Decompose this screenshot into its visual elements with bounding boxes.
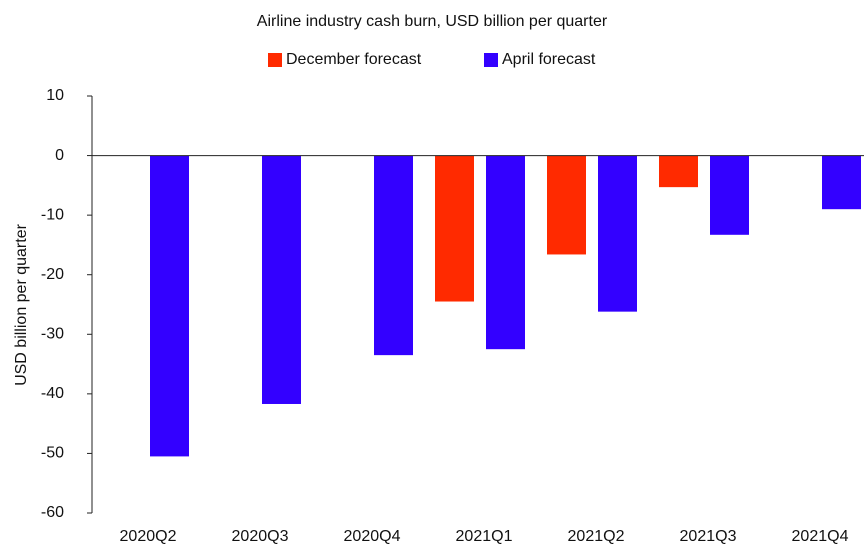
x-tick-label: 2021Q4: [792, 528, 849, 545]
legend-label: December forecast: [286, 51, 422, 68]
legend-swatch: [268, 53, 282, 67]
x-tick-label: 2020Q4: [344, 528, 401, 545]
chart-title: Airline industry cash burn, USD billion …: [257, 13, 608, 30]
y-axis-label: USD billion per quarter: [13, 223, 30, 386]
bar: [486, 155, 525, 350]
x-tick-label: 2020Q3: [232, 528, 289, 545]
legend-swatch: [484, 53, 498, 67]
bar: [659, 155, 698, 188]
bar: [710, 155, 749, 235]
y-tick-label: -20: [41, 266, 64, 283]
x-tick-label: 2021Q3: [680, 528, 737, 545]
y-tick-label: -60: [41, 504, 64, 521]
bar: [598, 155, 637, 312]
bar: [435, 155, 474, 302]
y-tick-label: -40: [41, 385, 64, 402]
y-tick-label: -30: [41, 326, 64, 343]
legend-label: April forecast: [502, 51, 596, 68]
x-tick-label: 2020Q2: [120, 528, 177, 545]
bar: [374, 155, 413, 356]
y-tick-label: -10: [41, 206, 64, 223]
x-tick-label: 2021Q2: [568, 528, 625, 545]
y-tick-label: 10: [46, 87, 64, 104]
bar: [547, 155, 586, 255]
bar: [150, 155, 189, 457]
y-tick-label: -50: [41, 445, 64, 462]
y-tick-label: 0: [55, 147, 64, 164]
bar: [262, 155, 301, 404]
bar: [822, 155, 861, 210]
x-tick-label: 2021Q1: [456, 528, 513, 545]
